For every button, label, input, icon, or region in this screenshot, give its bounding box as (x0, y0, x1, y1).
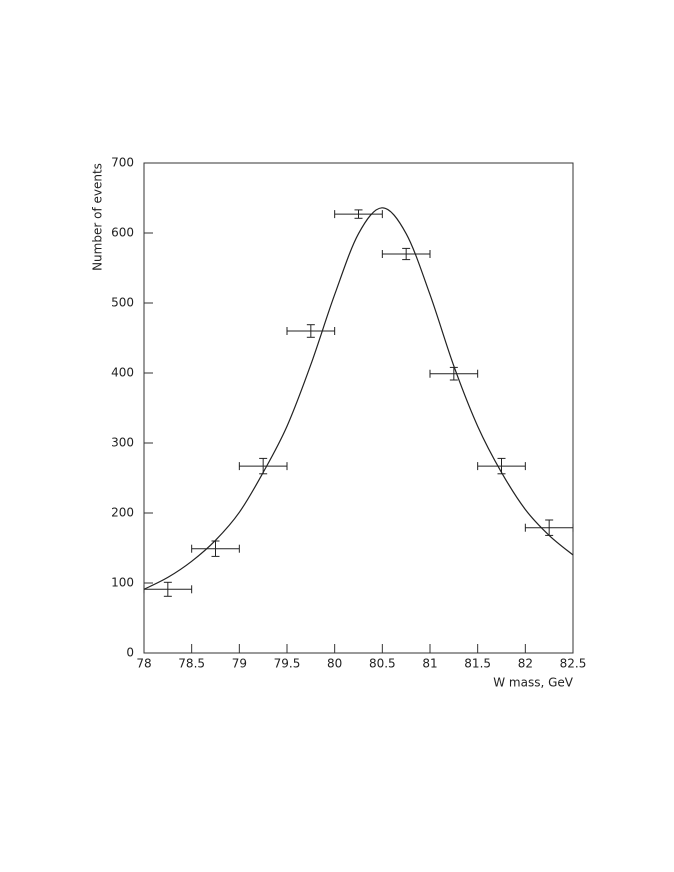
y-tick-label: 100 (111, 576, 134, 590)
x-tick-label: 82 (518, 657, 533, 671)
x-tick-label: 82.5 (560, 657, 587, 671)
x-axis-label: W mass, GeV (493, 676, 574, 690)
y-tick-label: 500 (111, 296, 134, 310)
y-tick-label: 400 (111, 366, 134, 380)
x-tick-label: 80 (327, 657, 342, 671)
y-tick-label: 0 (126, 646, 134, 660)
x-tick-label: 81.5 (464, 657, 491, 671)
plot-frame (143, 162, 574, 654)
x-tick-label: 81 (422, 657, 437, 671)
y-tick-label: 300 (111, 436, 134, 450)
x-tick-label: 79 (232, 657, 247, 671)
y-axis-label: Number of events (91, 163, 105, 271)
x-tick-label: 80.5 (369, 657, 396, 671)
y-tick-label: 600 (111, 226, 134, 240)
x-tick-label: 78.5 (178, 657, 205, 671)
y-tick-label: 700 (111, 156, 134, 170)
x-tick-label: 78 (136, 657, 151, 671)
x-tick-label: 79.5 (274, 657, 301, 671)
fit-curve (143, 207, 574, 590)
y-tick-label: 200 (111, 506, 134, 520)
